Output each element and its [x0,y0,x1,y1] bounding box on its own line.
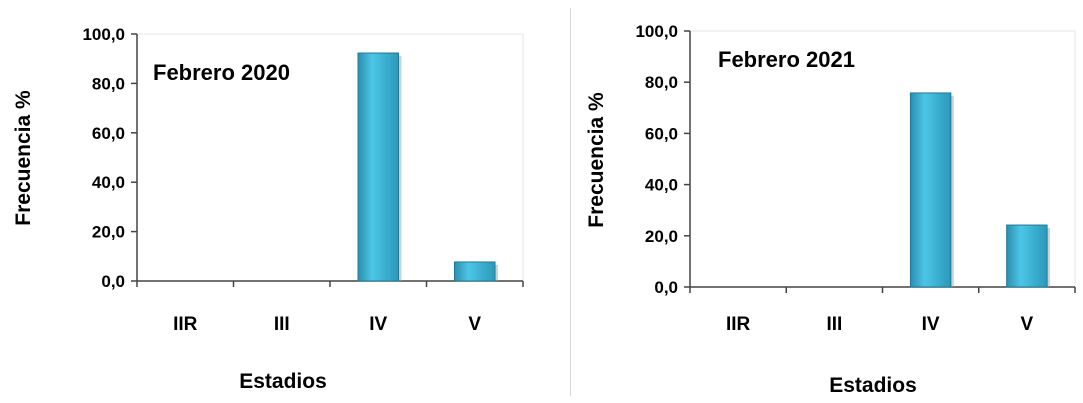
y-tick-label: 40,0 [645,176,678,195]
bar-V [453,261,496,282]
y-tick-label: 0,0 [101,272,125,291]
chart-panel-febrero-2021: 0,0 20,0 40,0 60,0 80,0 100,0 IIR III IV V Febrero… [575,0,1083,398]
x-tick-label: IIR [726,314,751,335]
y-axis-label: Frecuencia % [12,90,35,226]
x-tick-label: III [274,314,290,335]
y-tick-label: 0,0 [654,278,678,297]
y-tick-label: 80,0 [92,74,125,93]
y-tick-label: 100,0 [82,25,125,44]
x-axis-label: Estadios [239,370,327,393]
bar-IV [909,92,952,288]
bar-IV [357,52,400,282]
chart-title: Febrero 2020 [153,60,290,85]
bar-chart-2020: 0,0 20,0 40,0 60,0 80,0 100,0 IIR III IV V Febrero… [12,25,524,393]
y-tick-label: 100,0 [635,22,678,41]
y-tick-label: 80,0 [645,73,678,92]
chart-title: Febrero 2021 [718,47,855,72]
bar-chart-2021: 0,0 20,0 40,0 60,0 80,0 100,0 IIR III IV V Febrero… [585,22,1076,397]
x-tick-label: IV [369,314,387,335]
x-tick-label: V [468,314,481,335]
y-axis-label: Frecuencia % [585,92,608,228]
y-tick-label: 60,0 [92,124,125,143]
x-tick-label: IIR [173,314,198,335]
y-tick-label: 20,0 [92,223,125,242]
bar-V [1006,224,1048,288]
x-axis-label: Estadios [829,374,917,397]
chart-panel-febrero-2020: 0,0 20,0 40,0 60,0 80,0 100,0 IIR III IV V Febrero… [12,25,524,393]
x-tick-label: IV [922,314,940,335]
x-tick-label: V [1021,314,1034,335]
y-tick-label: 20,0 [645,227,678,246]
y-tick-label: 60,0 [645,124,678,143]
y-tick-label: 40,0 [92,173,125,192]
panel-divider [570,8,571,396]
x-tick-label: III [826,314,842,335]
